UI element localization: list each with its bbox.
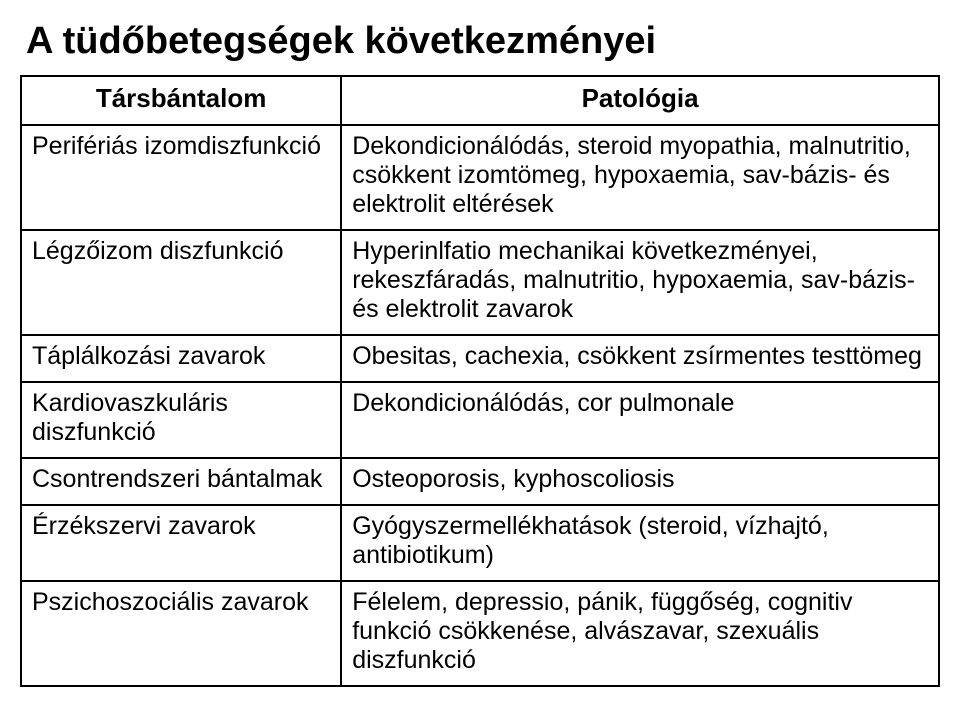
column-header-right: Patológia	[341, 76, 939, 125]
table-row: Táplálkozási zavarok Obesitas, cachexia,…	[21, 335, 939, 382]
cell-right: Obesitas, cachexia, csökkent zsírmentes …	[341, 335, 939, 382]
table-row: Csontrendszeri bántalmak Osteoporosis, k…	[21, 458, 939, 505]
page-title: A tüdőbetegségek következményei	[26, 20, 940, 63]
cell-left: Érzékszervi zavarok	[21, 505, 341, 581]
cell-left: Perifériás izomdiszfunkció	[21, 125, 341, 230]
consequences-table: Társbántalom Patológia Perifériás izomdi…	[20, 75, 940, 687]
column-header-left: Társbántalom	[21, 76, 341, 125]
cell-right: Dekondicionálódás, cor pulmonale	[341, 382, 939, 458]
cell-left: Táplálkozási zavarok	[21, 335, 341, 382]
table-row: Perifériás izomdiszfunkció Dekondicionál…	[21, 125, 939, 230]
cell-right: Gyógyszermellékhatások (steroid, vízhajt…	[341, 505, 939, 581]
cell-right: Félelem, depressio, pánik, függőség, cog…	[341, 581, 939, 686]
cell-left: Légzőizom diszfunkció	[21, 230, 341, 335]
cell-left: Csontrendszeri bántalmak	[21, 458, 341, 505]
cell-left: Kardiovaszkuláris diszfunkció	[21, 382, 341, 458]
table-header-row: Társbántalom Patológia	[21, 76, 939, 125]
table-row: Légzőizom diszfunkció Hyperinlfatio mech…	[21, 230, 939, 335]
cell-left: Pszichoszociális zavarok	[21, 581, 341, 686]
cell-right: Hyperinlfatio mechanikai következményei,…	[341, 230, 939, 335]
cell-right: Osteoporosis, kyphoscoliosis	[341, 458, 939, 505]
table-row: Pszichoszociális zavarok Félelem, depres…	[21, 581, 939, 686]
cell-right: Dekondicionálódás, steroid myopathia, ma…	[341, 125, 939, 230]
table-row: Érzékszervi zavarok Gyógyszermellékhatás…	[21, 505, 939, 581]
table-row: Kardiovaszkuláris diszfunkció Dekondicio…	[21, 382, 939, 458]
